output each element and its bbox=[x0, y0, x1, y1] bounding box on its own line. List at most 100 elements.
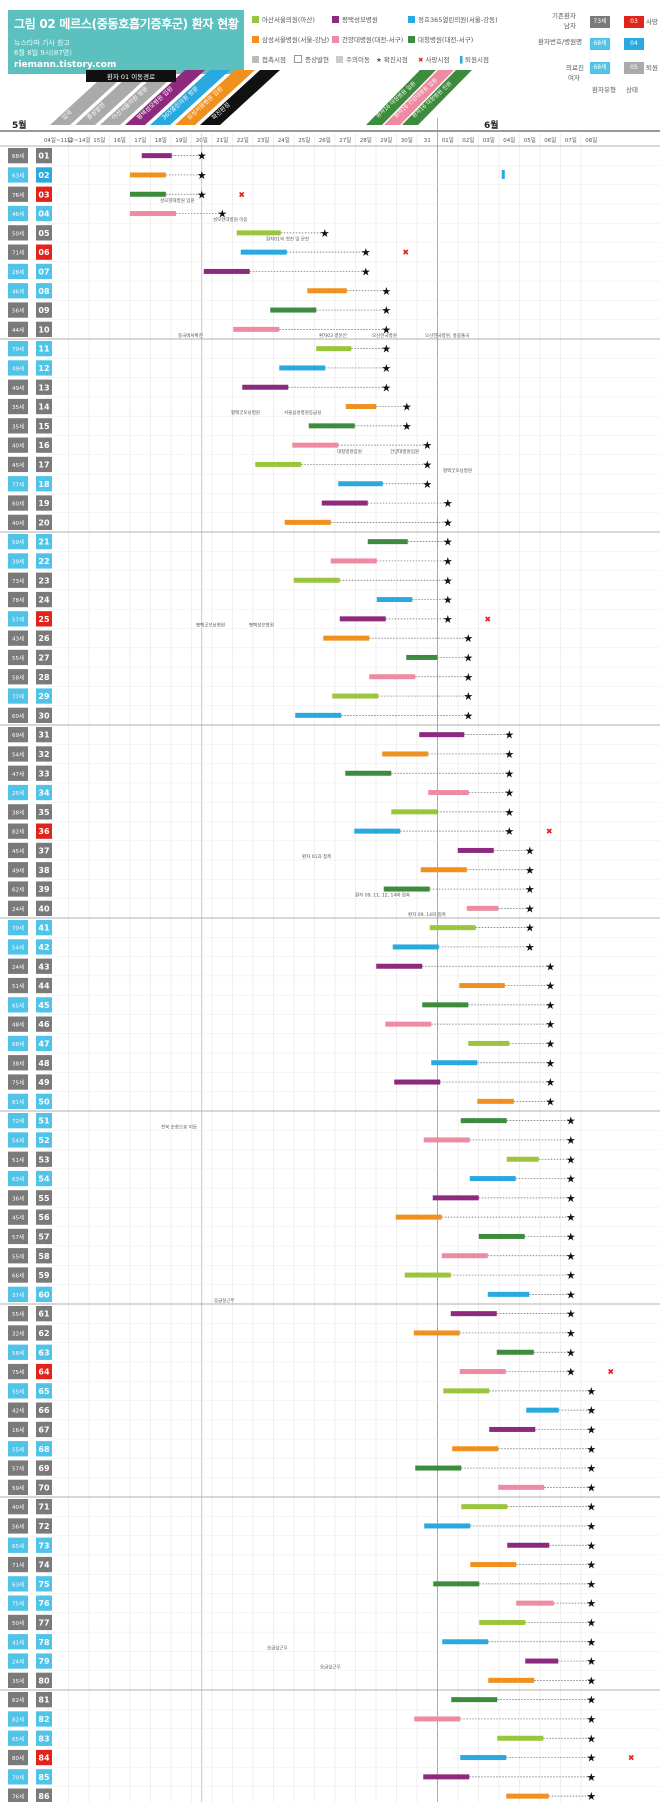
patient-id-box bbox=[36, 688, 52, 704]
patient-id: 17 bbox=[38, 460, 49, 469]
patient-id-box bbox=[36, 611, 52, 627]
patient-id: 36 bbox=[38, 827, 50, 836]
patient-id-box bbox=[36, 1093, 52, 1109]
patient-age: 24세 bbox=[12, 1658, 24, 1666]
x-tick-label: 16일 bbox=[114, 136, 126, 144]
stay-bar bbox=[339, 616, 386, 622]
age-box bbox=[8, 1132, 28, 1148]
age-box bbox=[8, 205, 28, 222]
patient-id: 07 bbox=[38, 267, 49, 276]
patient-id-box bbox=[36, 1190, 52, 1206]
age-box bbox=[8, 263, 28, 280]
death-mark: ✖ bbox=[546, 827, 553, 836]
patient-age: 75세 bbox=[12, 1368, 24, 1376]
patient-id: 30 bbox=[38, 711, 50, 720]
patient-age: 42세 bbox=[12, 1407, 24, 1415]
stay-bar bbox=[526, 1407, 559, 1413]
patient-id: 11 bbox=[38, 345, 50, 354]
stay-bar bbox=[279, 365, 326, 371]
age-box bbox=[8, 1093, 28, 1109]
patient-age: 49세 bbox=[12, 866, 24, 874]
patient-id-box bbox=[36, 1672, 52, 1688]
confirm-star: ★ bbox=[197, 188, 207, 201]
legend-item-geonyang: 건양대병원(대전-서구) bbox=[332, 34, 403, 44]
stay-bar bbox=[478, 1233, 525, 1239]
patient-age: 32세 bbox=[12, 1329, 24, 1337]
stay-bar bbox=[423, 1137, 470, 1143]
age-box bbox=[8, 1653, 28, 1669]
patient-age: 49세 bbox=[12, 384, 24, 392]
patient-id-box bbox=[36, 707, 52, 723]
patient-id: 28 bbox=[38, 673, 50, 682]
stay-bar bbox=[141, 153, 172, 159]
phase-banner bbox=[150, 70, 230, 125]
confirm-star: ★ bbox=[443, 497, 453, 510]
patient-id-box bbox=[36, 1634, 52, 1650]
age-box bbox=[8, 1769, 28, 1785]
patient-age: 81세 bbox=[12, 1098, 24, 1106]
patient-age: 72세 bbox=[12, 1117, 24, 1125]
confirm-star: ★ bbox=[525, 902, 535, 915]
stay-bar bbox=[422, 1002, 469, 1008]
patient-id: 50 bbox=[38, 1097, 50, 1106]
patient-age: 56세 bbox=[12, 1522, 24, 1530]
patient-id-box bbox=[36, 1209, 52, 1225]
legend-item-daecheong: 대청병원(대전-서구) bbox=[408, 34, 473, 44]
confirm-star: ★ bbox=[463, 632, 473, 645]
patient-age: 28세 bbox=[12, 268, 24, 276]
age-box bbox=[8, 688, 28, 704]
stay-bar bbox=[507, 1542, 550, 1548]
confirm-star: ★ bbox=[361, 246, 371, 259]
key-staff: 의료진 bbox=[566, 64, 584, 72]
patient-age: 45세 bbox=[12, 1214, 24, 1222]
age-box bbox=[8, 1692, 28, 1708]
patient-id-box bbox=[36, 727, 52, 743]
stay-bar bbox=[525, 1658, 559, 1664]
patient-age: 57세 bbox=[12, 1233, 24, 1241]
patient-id: 03 bbox=[38, 190, 49, 199]
confirm-star: ★ bbox=[545, 1057, 555, 1070]
age-box bbox=[8, 186, 28, 202]
confirm-star: ★ bbox=[566, 1269, 576, 1282]
patient-id-box bbox=[36, 1769, 52, 1785]
phase2-banner bbox=[402, 70, 472, 125]
x-tick-label: 19일 bbox=[175, 136, 187, 144]
phase2-banner bbox=[366, 70, 436, 125]
confirm-star: ★ bbox=[586, 1404, 596, 1417]
stay-bar bbox=[479, 1619, 526, 1625]
key-status: 상태 bbox=[626, 86, 638, 94]
patient-id-box bbox=[36, 649, 52, 666]
patient-id: 85 bbox=[38, 1773, 50, 1782]
confirm-star: ★ bbox=[463, 709, 473, 722]
patient-age: 77세 bbox=[12, 480, 24, 488]
patient-id-box bbox=[36, 244, 52, 260]
confirm-star: ★ bbox=[197, 150, 207, 163]
confirm-star: ★ bbox=[566, 1308, 576, 1321]
patient-age: 44세 bbox=[12, 326, 24, 334]
age-box bbox=[8, 900, 28, 916]
stay-bar bbox=[369, 674, 416, 680]
confirm-star: ★ bbox=[504, 729, 514, 742]
stay-bar bbox=[477, 1098, 514, 1104]
annotation-note: 환자03 병문안 bbox=[319, 332, 347, 339]
x-tick-label: 12~14일 bbox=[67, 136, 91, 144]
stay-bar bbox=[345, 770, 392, 776]
age-box bbox=[8, 977, 28, 994]
patient-id: 10 bbox=[38, 325, 50, 334]
patient-age: 66세 bbox=[12, 1272, 24, 1280]
stay-bar bbox=[307, 288, 347, 294]
patient-id: 84 bbox=[38, 1754, 50, 1763]
annotation-note: 환자 09, 11, 12, 14와 접촉 bbox=[355, 892, 410, 899]
stay-bar bbox=[461, 1504, 508, 1510]
patient-id: 54 bbox=[38, 1175, 50, 1184]
patient-id: 43 bbox=[38, 962, 49, 971]
stay-bar bbox=[432, 1195, 479, 1201]
death-mark: ✖ bbox=[402, 248, 409, 257]
patient-age: 58세 bbox=[12, 673, 24, 681]
patient-id: 71 bbox=[38, 1503, 50, 1512]
key-box: 기존환자 남자 73세 03 사망 환자번호/병원명 68세 04 의료진 여자… bbox=[520, 6, 660, 94]
patient-id-box bbox=[36, 263, 52, 280]
stay-bar bbox=[236, 230, 281, 236]
stay-bar bbox=[203, 268, 250, 274]
key-discharge: 퇴원 bbox=[646, 64, 658, 72]
